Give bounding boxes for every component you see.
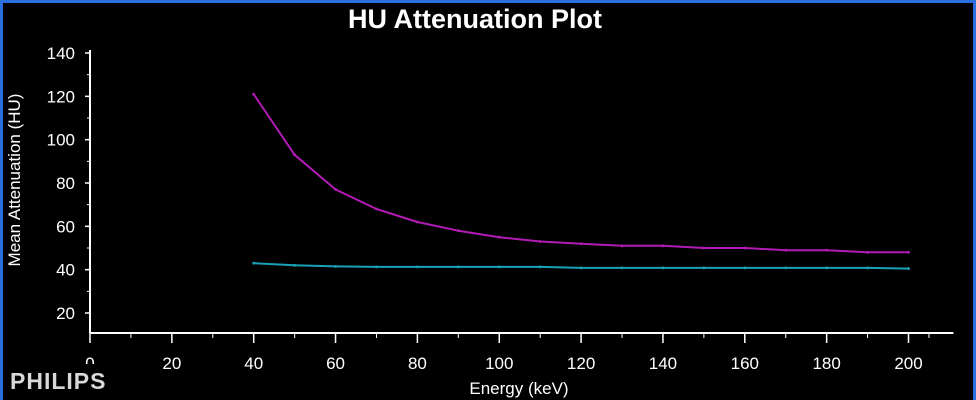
data-point	[661, 266, 665, 270]
data-point	[334, 188, 337, 191]
data-point	[375, 265, 378, 269]
data-point	[456, 265, 460, 269]
data-point	[866, 250, 869, 254]
x-axis-label: Energy (keV)	[469, 379, 568, 398]
data-point	[661, 244, 665, 248]
data-point	[620, 266, 624, 270]
data-point	[252, 92, 256, 96]
y-tick-label: 140	[47, 44, 75, 63]
data-point	[375, 207, 378, 211]
data-point	[293, 263, 297, 267]
data-point	[497, 235, 501, 239]
data-point	[866, 266, 869, 270]
data-point	[538, 265, 542, 269]
data-point	[579, 266, 583, 270]
data-point	[702, 246, 706, 250]
data-point	[416, 265, 419, 269]
x-tick-label: 120	[567, 354, 595, 373]
x-tick-label: 200	[894, 354, 922, 373]
x-tick-label: 160	[731, 354, 759, 373]
x-tick-label: 20	[162, 354, 181, 373]
data-point	[579, 242, 583, 246]
x-tick-label: 180	[812, 354, 840, 373]
data-point	[784, 266, 788, 270]
data-point	[293, 153, 297, 157]
series-line-1	[252, 93, 909, 254]
chart-title: HU Attenuation Plot	[348, 4, 602, 34]
data-point	[825, 266, 829, 270]
data-point	[784, 248, 788, 252]
data-point	[907, 267, 910, 270]
y-tick-label: 80	[56, 174, 75, 193]
data-point	[825, 248, 829, 252]
philips-logo: PHILIPS	[6, 364, 138, 400]
data-point	[334, 265, 337, 268]
x-tick-label: 40	[244, 354, 263, 373]
data-point	[743, 246, 747, 250]
y-tick-label: 20	[56, 304, 75, 323]
data-point	[743, 266, 747, 270]
y-tick-label: 40	[56, 261, 75, 280]
data-point	[702, 266, 706, 270]
x-tick-label: 100	[485, 354, 513, 373]
data-point	[620, 244, 624, 248]
data-point	[456, 229, 460, 233]
data-point	[497, 265, 501, 269]
x-tick-label: 80	[408, 354, 427, 373]
y-axis-label: Mean Attenuation (HU)	[5, 94, 24, 267]
y-tick-label: 60	[56, 217, 75, 236]
x-tick-label: 60	[326, 354, 345, 373]
data-point	[252, 261, 256, 265]
plot-area: 20 40 60 80 100 120 140 0 20 40 60 80 100 120 140 160 18…	[47, 44, 954, 373]
y-tick-label: 100	[47, 131, 75, 150]
data-point	[907, 250, 910, 254]
data-point	[538, 240, 542, 243]
x-tick-label: 140	[649, 354, 677, 373]
y-tick-label: 120	[47, 87, 75, 106]
data-point	[416, 220, 419, 224]
x-tick-label: 0	[85, 354, 94, 373]
